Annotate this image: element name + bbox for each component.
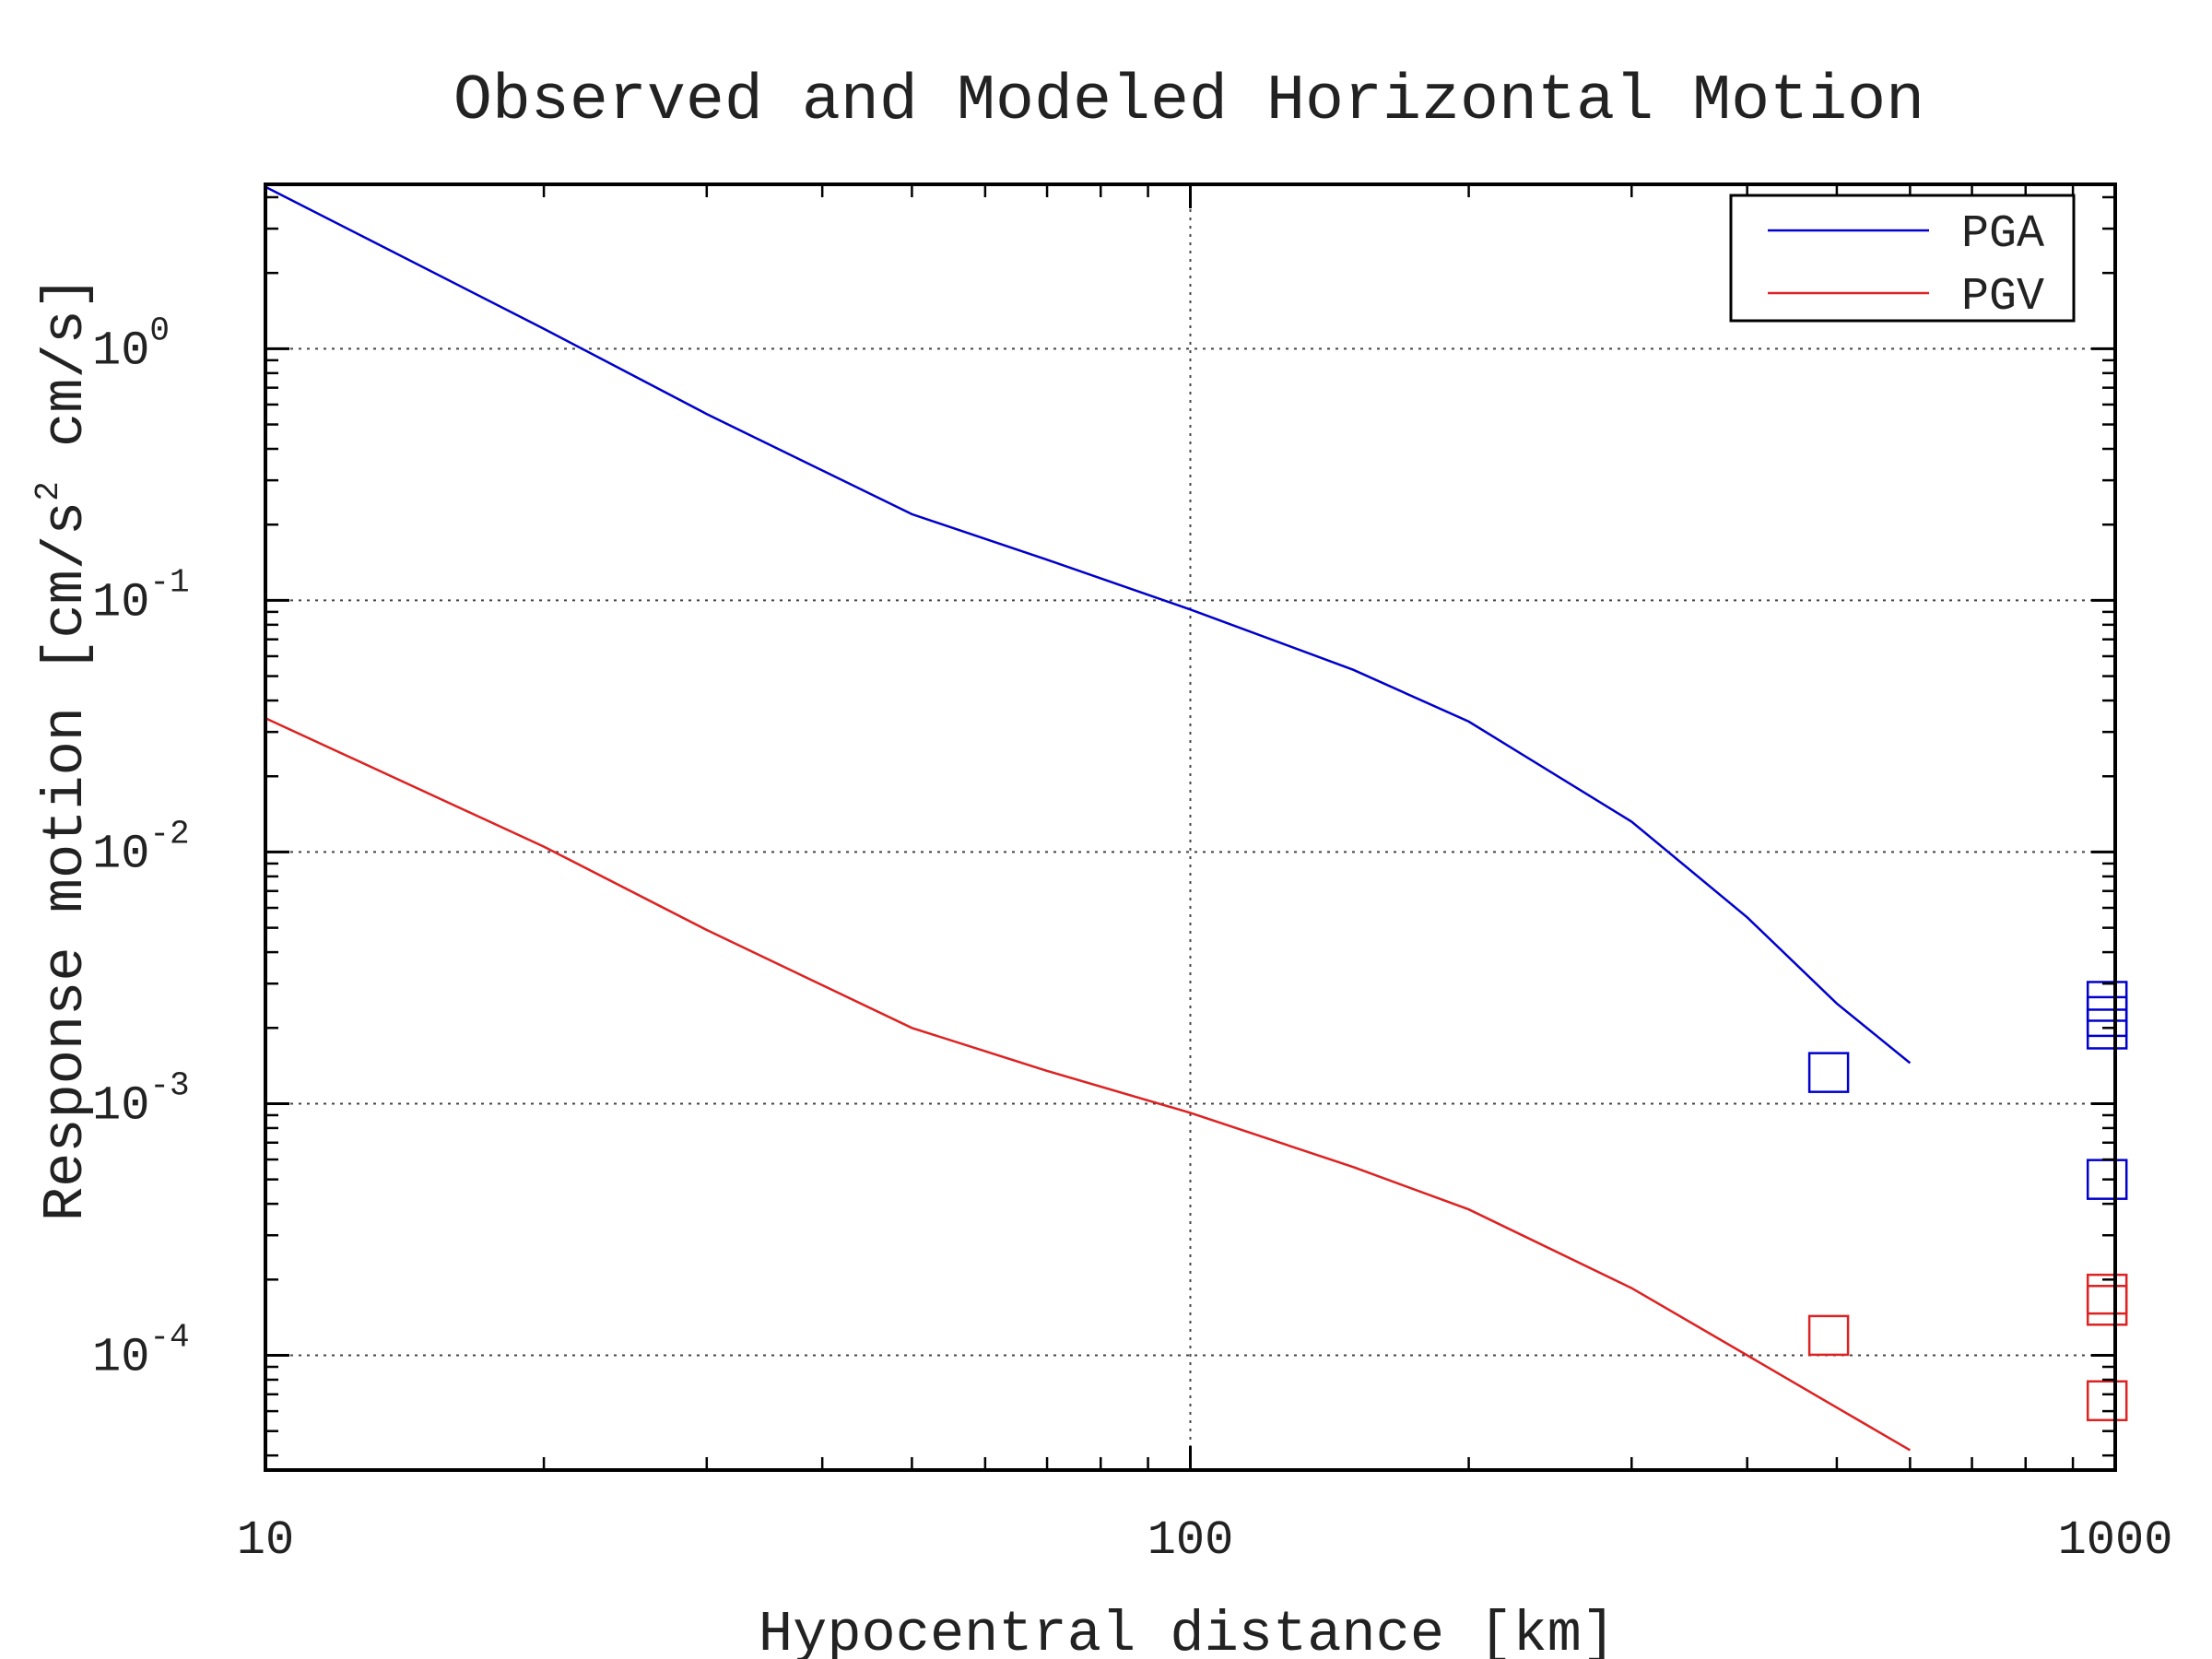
y-tick-label: 10-4: [92, 1319, 190, 1385]
y-tick-exponent: 0: [149, 312, 170, 349]
y-tick-exponent: -4: [149, 1319, 189, 1357]
y-axis-label: Response motion [cm/s2 cm/s]: [29, 276, 99, 1221]
x-tick-label: 100: [1147, 1513, 1234, 1568]
y-tick-exponent: -2: [149, 815, 189, 853]
y-axis-label-main: Response motion [cm/s: [33, 501, 99, 1221]
y-tick-label: 10-1: [92, 563, 190, 629]
y-tick-base: 10: [92, 827, 149, 881]
observed-marker-pga: [2086, 1008, 2128, 1050]
grid: [265, 184, 2115, 1470]
y-tick-base: 10: [92, 324, 149, 378]
y-tick-label: 10-2: [92, 815, 190, 881]
observed-marker-pgv: [2086, 1285, 2128, 1326]
x-axis-label: Hypocentral distance [km]: [759, 1602, 1616, 1659]
legend: PGA PGV: [1729, 194, 2076, 324]
observed-marker-pga: [1807, 1052, 1850, 1093]
legend-label-pgv: PGV: [1961, 271, 2044, 324]
legend-box: [1729, 194, 2076, 323]
legend-label-pga: PGA: [1961, 208, 2044, 261]
y-tick-base: 10: [92, 1331, 149, 1385]
observed-marker-pgv: [1807, 1314, 1850, 1357]
x-tick-label: 10: [237, 1513, 294, 1568]
y-tick-exponent: -3: [149, 1066, 189, 1104]
chart-title: Observed and Modeled Horizontal Motion: [453, 65, 1924, 138]
x-tick-labels: 10 100 1000: [237, 1513, 2173, 1568]
y-tick-label: 10-3: [92, 1066, 190, 1133]
series-layer: [265, 185, 1912, 1452]
y-tick-base: 10: [92, 575, 149, 629]
y-tick-base: 10: [92, 1078, 149, 1133]
series-line-pga: [265, 185, 1912, 1065]
y-axis-label-superscript: 2: [29, 481, 67, 501]
y-axis-label-tail: cm/s]: [33, 276, 99, 481]
x-tick-label: 1000: [2058, 1513, 2173, 1568]
axis-ticks: [264, 184, 2117, 1470]
observed-marker-pga: [2086, 981, 2128, 1022]
y-tick-label: 100: [92, 312, 170, 378]
series-line-pgv: [265, 717, 1912, 1452]
observed-marker-pgv: [2086, 1380, 2128, 1422]
observed-markers: [1807, 981, 2128, 1422]
observed-marker-pga: [2086, 995, 2128, 1038]
y-tick-exponent: -1: [149, 563, 189, 601]
